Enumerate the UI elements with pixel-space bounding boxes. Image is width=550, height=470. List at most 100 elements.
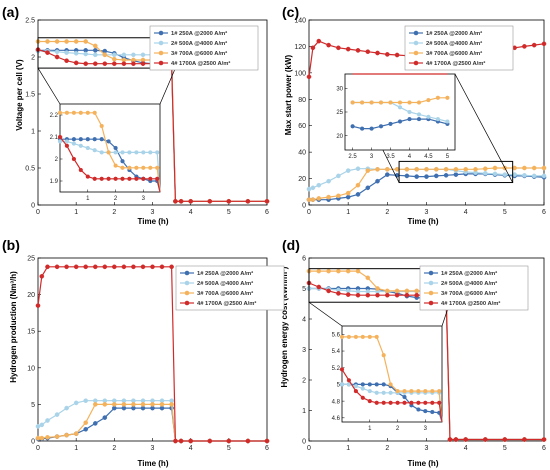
panel-a-inset-series-point-4 [57,134,63,140]
panel-a-inset-series-point-2 [120,150,125,155]
panel-d-series-point-4 [336,291,341,296]
panel-b-series-point-1 [83,426,88,432]
panel-c-inset-series-point-3 [388,100,393,105]
panel-b-series-point-4 [245,438,251,444]
panel-d-series-point-4 [394,292,400,298]
panel-c-series-point-2 [492,171,498,177]
panel-a-inset-series-line-1 [60,138,161,193]
panel-d-inset-ytick-label: 4.6 [332,416,341,422]
panel-d-series-point-3 [345,268,351,274]
panel-a-series-point-4 [207,198,213,204]
panel-c-legend-label-3: 3# 700A @6000 A/m² [426,50,482,57]
panel-a-inset-series-point-4 [120,176,125,181]
panel-a-inset-series-point-3 [155,165,160,170]
panel-c-series-point-3 [345,190,351,196]
panel-c-ytick-label: 60 [298,123,306,130]
panel-d-inset-series-point-1 [423,409,428,414]
panel-d-series-point-4 [541,437,547,442]
panel-b-series-point-3 [112,402,117,407]
panel-c-series-point-1 [404,173,410,179]
panel-c-legend: 1# 250A @2000 A/m² 2# 500A @4000 A/m² 3# 7… [404,25,514,71]
panel-b-series-point-3 [93,402,98,407]
panel-a-inset-series-line-3 [60,112,161,193]
panel-a-legend-marker-4 [158,60,164,66]
panel-a-inset-series-point-2 [134,150,139,155]
panel-d-inset-series-point-4 [381,400,386,405]
panel-d-inset-series-point-3 [346,334,351,339]
panel-d-series-point-3 [316,268,322,274]
panel-d-legend-label-2: 2# 500A @4000 A/m² [441,280,497,287]
panel-b-ytick-label: 0 [31,439,35,446]
panel-c-series-point-4 [310,45,316,51]
panel-b-legend-marker-2 [184,280,190,286]
panel-b-ytick-label: 5 [31,402,35,409]
panel-c-xtick-label: 0 [307,209,311,216]
panel-d-inset-series-point-2 [388,390,393,395]
panel-d-inset-series-point-2 [353,384,358,389]
panel-a-inset-series-point-1 [78,137,83,142]
panel-a-inset-series-point-2 [71,141,76,146]
panel-c-series-point-3 [443,166,449,172]
panel-d-legend-label-3: 3# 700A @6000 A/m² [441,290,497,297]
panel-d-ytick-label: 1 [302,408,306,415]
panel-a-inset-ytick-label: 2 [55,157,59,163]
panel-d-inset-series-point-3 [388,382,393,387]
panel-a-legend-marker-3 [158,50,164,56]
panel-c-xtick-label: 6 [542,209,546,216]
panel-a-series-point-1 [93,48,98,53]
panel-d-inset-xtick-label: 2 [396,426,400,432]
panel-c-zoom-box [398,160,514,184]
panel-a-inset-series-point-4 [71,156,76,162]
panel-a-series-point-2 [93,52,98,58]
panel-c-ytick-label: 40 [298,150,306,157]
panel-c-inset-series-point-1 [378,124,384,129]
panel-d-inset-series-point-1 [402,394,407,400]
panel-c-inset-series-point-3 [426,97,431,103]
panel-c-series-point-3 [326,194,331,200]
panel-d-inset-series-point-4 [416,400,421,405]
panel-d-inset-series-point-3 [339,334,345,339]
panel-c-series-point-3 [306,197,312,202]
panel-d-legend-label-1: 1# 250A @2000 A/m² [441,270,497,277]
panel-a-inset-series-point-4 [155,176,160,181]
panel-b-series-point-2 [45,418,50,423]
panel-b-series-point-4 [159,264,165,270]
panel-a-zoom-connector [37,67,61,105]
panel-a-series-point-4 [173,198,178,204]
panel-a-series-point-3 [64,39,69,44]
panel-c-inset-series-point-3 [407,100,412,105]
panel-d-inset-series-point-1 [416,407,421,412]
panel-b-series-point-3 [169,402,174,407]
panel-c-inset-xtick-label: 3 [370,154,374,160]
panel-b-series-point-4 [73,264,79,270]
panel-d-series-point-3 [365,275,371,281]
panel-d-series-point-4 [447,437,453,442]
panel-c-series-point-1 [365,185,371,191]
panel-c-series-point-4 [394,52,400,58]
panel-a-inset-series-point-3 [71,110,76,115]
panel-a-series-point-4 [45,50,50,55]
panel-d-series-point-3 [404,288,410,294]
panel-a-inset-series-point-4 [113,176,118,181]
panel-b-series-point-4 [45,264,50,270]
panel-c-series-point-3 [365,168,371,173]
panel-a-inset-series-point-4 [127,176,132,181]
panel-a-ytick-label: 0 [31,203,35,210]
panel-a-series-point-4 [188,198,193,204]
panel-d-legend-marker-4 [428,300,434,306]
panel-a-series-line-4 [37,49,267,202]
panel-d-xlabel: Time (h) [408,459,439,468]
panel-a-series-point-2 [64,50,69,55]
panel-c-series-point-1 [453,172,459,177]
panel-d-series-line-4 [308,282,544,441]
panel-b-legend-marker-1 [184,270,190,276]
panel-c-legend-marker-1 [413,30,419,36]
panel-a-series-point-2 [112,52,117,58]
panel-a-inset-series-point-2 [64,139,69,144]
panel-d-legend-label-4: 4# 1700A @2500 A/m² [441,300,500,307]
panel-c-inset-series-point-2 [397,105,403,110]
panel-d-letter: (d) [282,237,300,253]
panel-c-ytick-label: 140 [294,18,306,25]
panel-d-legend-marker-2 [428,280,434,286]
panel-d-xtick-label: 0 [307,445,311,452]
